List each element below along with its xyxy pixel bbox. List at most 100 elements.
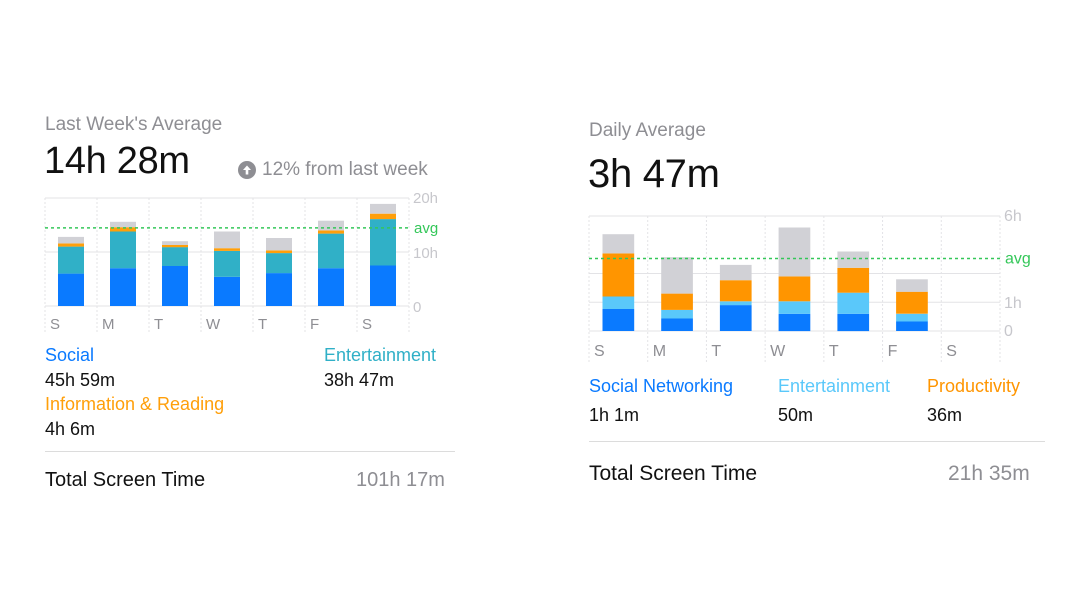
day-label: F — [888, 343, 898, 360]
divider — [589, 441, 1045, 442]
bar-social-networking-4 — [837, 313, 870, 332]
bar-social-1 — [110, 268, 136, 306]
bar-social-networking-2 — [719, 305, 752, 331]
weekly-usage-chart[interactable]: avg 20h 10h 0 S M T W T F S — [0, 186, 540, 334]
day-label: S — [594, 343, 605, 360]
daily-average-subtitle: Daily Average — [589, 120, 706, 141]
day-label: S — [946, 343, 957, 360]
bar-social-networking-0 — [602, 309, 635, 331]
bar-entertainment-4 — [837, 292, 870, 314]
bar-social-networking-5 — [896, 321, 928, 331]
bar-entertainment-2 — [719, 301, 752, 306]
bar-other-3 — [778, 227, 811, 277]
y-tick-label: 6h — [1004, 208, 1022, 225]
category-entertainment-label: Entertainment — [324, 345, 437, 365]
y-tick-label: 20h — [413, 190, 438, 207]
bar-entertainment-1 — [661, 309, 693, 319]
category-productivity-value: 36m — [927, 405, 963, 425]
bar-other-3 — [214, 231, 240, 249]
bar-social-0 — [58, 273, 84, 306]
day-label: S — [50, 316, 60, 333]
bar-social-2 — [162, 266, 188, 306]
bar-entertainment-3 — [214, 250, 240, 277]
day-label: S — [362, 316, 372, 333]
bar-information-reading-0 — [58, 243, 84, 247]
last-week-card: Last Week's Average 14h 28m 12% from las… — [0, 114, 540, 491]
bar-other-4 — [266, 238, 292, 251]
category-entertainment-value: 38h 47m — [324, 370, 395, 390]
daily-usage-chart[interactable]: avg 6h 1h 0 S M T W T F S — [540, 205, 1080, 365]
day-label: F — [310, 316, 319, 333]
bar-social-networking-1 — [661, 318, 693, 331]
category-social-networking-value: 1h 1m — [589, 405, 640, 425]
bar-other-2 — [719, 264, 752, 281]
bar-other-5 — [896, 279, 928, 292]
bar-entertainment-6 — [370, 219, 396, 266]
divider — [45, 451, 455, 452]
bar-social-4 — [266, 273, 292, 306]
bar-entertainment-0 — [58, 246, 84, 274]
bar-productivity-2 — [719, 280, 752, 302]
arrow-up-circle-icon — [238, 161, 256, 179]
change-indicator: 12% from last week — [238, 159, 428, 181]
last-week-subtitle: Last Week's Average — [45, 114, 223, 135]
total-screen-time-value: 21h 35m — [948, 462, 1030, 485]
bar-information-reading-5 — [318, 230, 344, 234]
category-entertainment-value: 50m — [778, 405, 814, 425]
bar-information-reading-2 — [162, 245, 188, 248]
category-information-label: Information & Reading — [45, 394, 225, 414]
bar-other-1 — [661, 257, 693, 294]
avg-label: avg — [414, 220, 438, 237]
y-tick-label: 1h — [1004, 295, 1022, 312]
bar-productivity-5 — [896, 291, 928, 314]
category-social-value: 45h 59m — [45, 370, 116, 390]
avg-label: avg — [1005, 251, 1031, 268]
bar-social-5 — [318, 268, 344, 306]
bar-social-3 — [214, 276, 240, 306]
bar-other-1 — [110, 221, 136, 228]
category-social-label: Social — [45, 345, 95, 365]
last-week-average: 14h 28m — [44, 140, 190, 182]
bar-productivity-1 — [661, 293, 693, 310]
bar-entertainment-5 — [318, 233, 344, 269]
bar-social-networking-3 — [778, 313, 811, 332]
bar-entertainment-3 — [778, 301, 811, 314]
bar-other-2 — [162, 241, 188, 245]
bar-entertainment-0 — [602, 296, 635, 309]
bar-information-reading-3 — [214, 248, 240, 251]
day-label: T — [829, 343, 839, 360]
category-information-value: 4h 6m — [45, 419, 96, 439]
total-screen-time-label[interactable]: Total Screen Time — [45, 469, 206, 491]
category-social-networking-label: Social Networking — [589, 376, 734, 396]
bar-other-0 — [602, 234, 635, 254]
bar-other-4 — [837, 251, 870, 268]
bar-other-6 — [370, 203, 396, 214]
bar-social-6 — [370, 265, 396, 306]
day-label: W — [770, 343, 786, 360]
change-text: 12% from last week — [262, 159, 428, 180]
day-label: M — [102, 316, 115, 333]
daily-average-value: 3h 47m — [588, 152, 720, 196]
bar-productivity-4 — [837, 267, 870, 293]
bar-productivity-3 — [778, 276, 811, 302]
bar-entertainment-1 — [110, 231, 136, 269]
category-entertainment-label: Entertainment — [778, 376, 891, 396]
bar-entertainment-5 — [896, 313, 928, 322]
y-tick-label: 10h — [413, 245, 438, 262]
bar-productivity-0 — [602, 253, 635, 297]
day-label: T — [154, 316, 163, 333]
daily-average-card: Daily Average 3h 47m avg 6h 1h 0 S M T W T F S Soc… — [540, 0, 1080, 594]
bar-other-5 — [318, 220, 344, 231]
bar-entertainment-4 — [266, 253, 292, 274]
bar-information-reading-6 — [370, 213, 396, 220]
day-label: M — [653, 343, 666, 360]
y-tick-label: 0 — [1004, 323, 1013, 340]
total-screen-time-label[interactable]: Total Screen Time — [589, 462, 758, 485]
total-screen-time-value: 101h 17m — [356, 469, 445, 491]
day-label: W — [206, 316, 221, 333]
day-label: T — [258, 316, 267, 333]
category-productivity-label: Productivity — [927, 376, 1021, 396]
y-tick-label: 0 — [413, 299, 421, 316]
bar-other-0 — [58, 236, 84, 244]
bar-information-reading-4 — [266, 250, 292, 254]
